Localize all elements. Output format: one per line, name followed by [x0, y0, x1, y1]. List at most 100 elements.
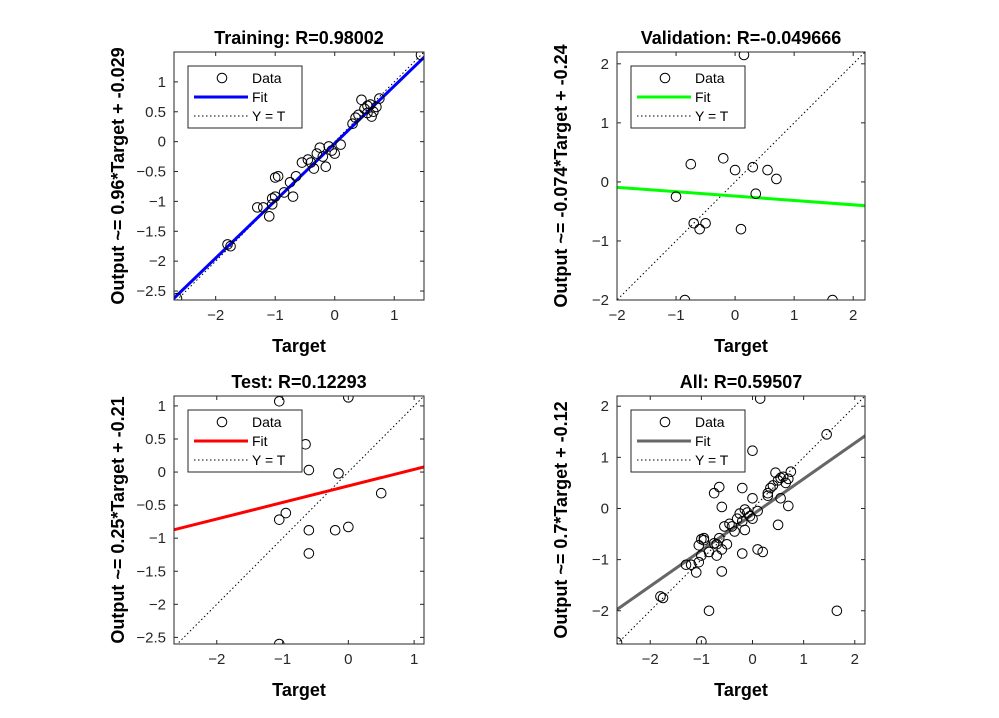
data-point [263, 211, 275, 222]
data-point [771, 173, 782, 185]
legend-identity-label: Y = T [695, 108, 729, 124]
data-point [827, 294, 838, 300]
data-point [752, 544, 763, 555]
x-tick-label: 1 [799, 651, 807, 668]
data-point [685, 158, 697, 170]
subplot-4: −2 −1 0 1 2 −2 −1 0 1 2 All: R=0.59507 Target Output… [551, 372, 866, 700]
data-point [775, 492, 786, 504]
data-point [765, 482, 776, 494]
y-tick-label: 0.5 [145, 431, 166, 448]
data-point [296, 157, 308, 168]
x-tick-label: 0 [344, 651, 352, 668]
legend-fit-label: Fit [252, 89, 268, 105]
data-point [366, 111, 377, 122]
legend: Data Fit Y = T [630, 409, 746, 473]
data-point [772, 519, 784, 531]
y-axis-label: Output ~= 0.25*Target + -0.21 [108, 396, 128, 643]
data-point [273, 638, 285, 644]
data-point [333, 468, 344, 479]
legend-data-marker [659, 72, 671, 84]
y-tick-label: 2 [601, 56, 609, 73]
data-point [657, 592, 669, 604]
data-point [269, 191, 281, 202]
data-point [738, 52, 750, 61]
x-tick-label: −1 [667, 307, 684, 324]
data-point [716, 566, 728, 577]
legend-fit-label: Fit [252, 433, 268, 449]
x-tick-label: 2 [849, 307, 857, 324]
data-point [739, 504, 751, 515]
data-point [303, 548, 315, 559]
y-axis-label: Output ~= -0.074*Target + -0.24 [551, 44, 571, 307]
x-tick-label: −2 [608, 307, 625, 324]
data-point [305, 157, 317, 168]
fit-line [174, 465, 424, 532]
legend-data-label: Data [252, 414, 282, 430]
data-point [225, 240, 236, 252]
y-tick-label: 1 [601, 449, 609, 466]
data-point [311, 148, 323, 159]
axes-box [616, 395, 866, 645]
data-point [716, 501, 728, 513]
data-point [350, 112, 361, 124]
chart-title: Test: R=0.12293 [231, 372, 366, 392]
legend-data-label: Data [695, 70, 725, 86]
y-tick-label: −1 [592, 552, 609, 569]
data-point [685, 559, 697, 571]
chart-title: Validation: R=-0.049666 [641, 28, 842, 48]
chart-title: All: R=0.59507 [680, 372, 803, 392]
data-point [717, 152, 729, 164]
data-point [785, 466, 797, 477]
y-tick-label: −2 [592, 292, 609, 309]
y-tick-label: 1 [601, 115, 609, 132]
data-point [736, 482, 748, 494]
y-tick-label: 0 [601, 174, 609, 191]
data-point [694, 223, 705, 235]
y-tick-label: 1 [158, 74, 166, 91]
data-point [688, 217, 700, 229]
data-point [713, 532, 725, 544]
data-point [782, 500, 794, 512]
data-point [735, 223, 747, 235]
legend-data-marker [216, 72, 228, 84]
legend-fit-label: Fit [695, 433, 711, 449]
data-point [739, 524, 751, 536]
x-tick-label: 1 [410, 651, 418, 668]
legend-data-marker [659, 416, 671, 428]
data-point [752, 505, 763, 517]
legend: Data Fit Y = T [187, 409, 303, 473]
x-tick-label: 1 [790, 307, 798, 324]
data-point [713, 481, 725, 493]
data-point [750, 188, 762, 200]
y-tick-label: 2 [601, 398, 609, 415]
data-point [757, 546, 769, 558]
data-point [280, 507, 292, 519]
x-axis-label: Target [272, 336, 326, 356]
data-point [721, 538, 733, 550]
legend-data-marker [216, 416, 228, 428]
x-tick-label: 0 [731, 307, 739, 324]
axes-box [173, 395, 425, 645]
legend-identity-label: Y = T [695, 452, 729, 468]
data-point [317, 151, 329, 162]
y-tick-label: −1 [149, 193, 166, 210]
data-point [326, 145, 338, 156]
y-tick-label: −1.5 [136, 563, 166, 580]
data-point [308, 163, 320, 174]
legend-identity-label: Y = T [252, 108, 286, 124]
data-point [320, 161, 332, 173]
data-point [303, 464, 315, 476]
data-point [747, 492, 758, 504]
data-point [729, 164, 741, 176]
data-point [821, 429, 832, 440]
x-tick-label: −2 [207, 307, 224, 324]
legend: Data Fit Y = T [630, 65, 746, 129]
y-axis-label: Output ~= 0.96*Target + -0.029 [108, 47, 128, 304]
axes-box [173, 51, 425, 301]
subplot-2: −2 −1 0 1 2 −2 −1 0 1 2 Validation: R=-0.049666 Tar… [551, 28, 866, 356]
identity-line [617, 396, 865, 644]
data-point [680, 559, 692, 571]
data-point [329, 148, 341, 159]
legend-data-label: Data [252, 70, 282, 86]
data-point [762, 164, 773, 176]
